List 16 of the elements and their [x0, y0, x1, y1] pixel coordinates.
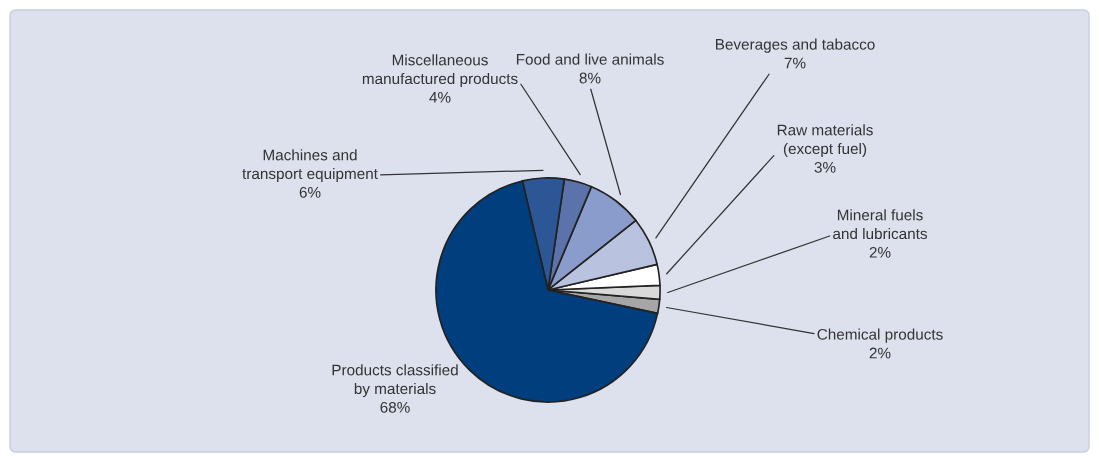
slice-label: Miscellaneous manufactured products — [362, 54, 518, 88]
slice-label: Mineral fuels and lubricants — [833, 209, 928, 240]
data-label: 6% — [299, 186, 321, 198]
data-label: 2% — [869, 347, 891, 359]
data-label: 68% — [380, 401, 410, 413]
data-label: 8% — [579, 72, 601, 84]
data-label: 3% — [814, 161, 836, 173]
data-label: 4% — [429, 92, 451, 103]
slice-label: Raw materials (except fuel) — [777, 124, 873, 158]
slice-label: Products classified by materials — [332, 364, 458, 398]
slice-label: Machines and transport equipment — [242, 149, 378, 183]
data-label: 2% — [869, 246, 891, 258]
slice-label: Beverages and tabacco — [715, 38, 875, 53]
slice-label: Food and live animals — [516, 53, 664, 65]
data-label: 7% — [784, 57, 806, 69]
slice-label: Chemical products — [817, 328, 943, 343]
